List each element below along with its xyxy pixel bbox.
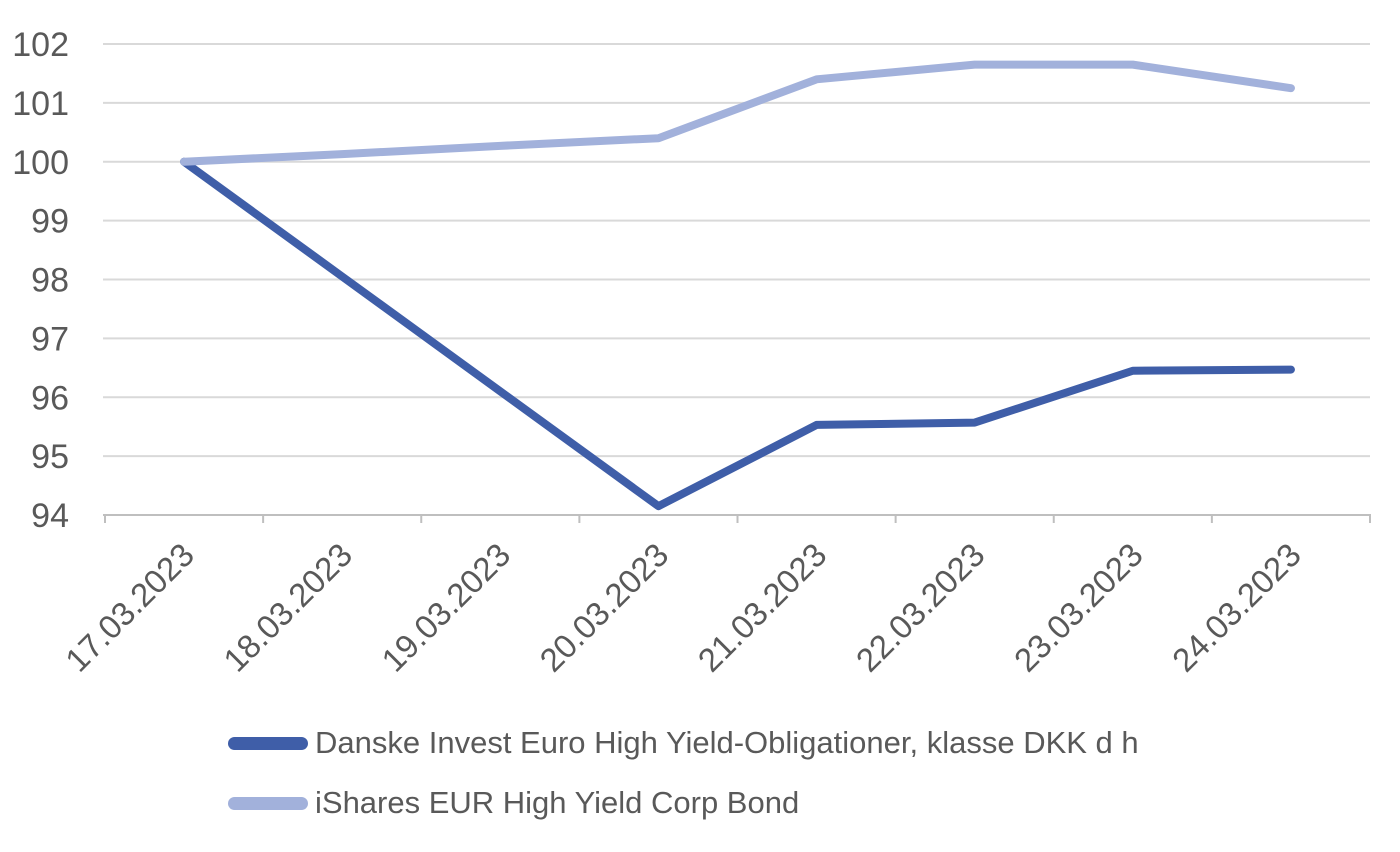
y-tick-label: 100: [12, 144, 69, 182]
x-tick-label: 18.03.2023: [216, 536, 359, 679]
series-line-danske-invest: [180, 157, 1295, 511]
y-tick-label: 99: [31, 203, 69, 241]
plot-area: 94 95 96 97 98 99 100 101 102 17.03.2023 18.03.202…: [12, 26, 1371, 679]
x-tick-label: 17.03.2023: [58, 536, 201, 679]
legend: Danske Invest Euro High Yield-Obligation…: [228, 722, 1139, 824]
x-tick-label: 20.03.2023: [532, 536, 675, 679]
legend-item-ishares: iShares EUR High Yield Corp Bond: [228, 782, 1139, 824]
y-tick-label: 98: [31, 262, 69, 300]
legend-label-danske-invest: Danske Invest Euro High Yield-Obligation…: [315, 725, 1139, 760]
legend-marker-danske-invest: [228, 736, 308, 750]
legend-item-danske-invest: Danske Invest Euro High Yield-Obligation…: [228, 722, 1139, 764]
x-tick-label: 24.03.2023: [1165, 536, 1308, 679]
legend-marker-ishares: [228, 796, 308, 810]
y-tick-label: 95: [31, 438, 69, 476]
x-tick-label: 19.03.2023: [374, 536, 517, 679]
y-tick-label: 94: [31, 497, 69, 535]
x-tick-label: 23.03.2023: [1007, 536, 1150, 679]
y-tick-label: 96: [31, 379, 69, 417]
series-line-ishares: [180, 60, 1295, 166]
y-tick-label: 101: [12, 85, 69, 123]
x-tick-label: 21.03.2023: [691, 536, 834, 679]
y-tick-label: 102: [12, 26, 69, 64]
x-tick-label: 22.03.2023: [849, 536, 992, 679]
legend-label-ishares: iShares EUR High Yield Corp Bond: [315, 785, 800, 820]
y-tick-label: 97: [31, 320, 69, 358]
